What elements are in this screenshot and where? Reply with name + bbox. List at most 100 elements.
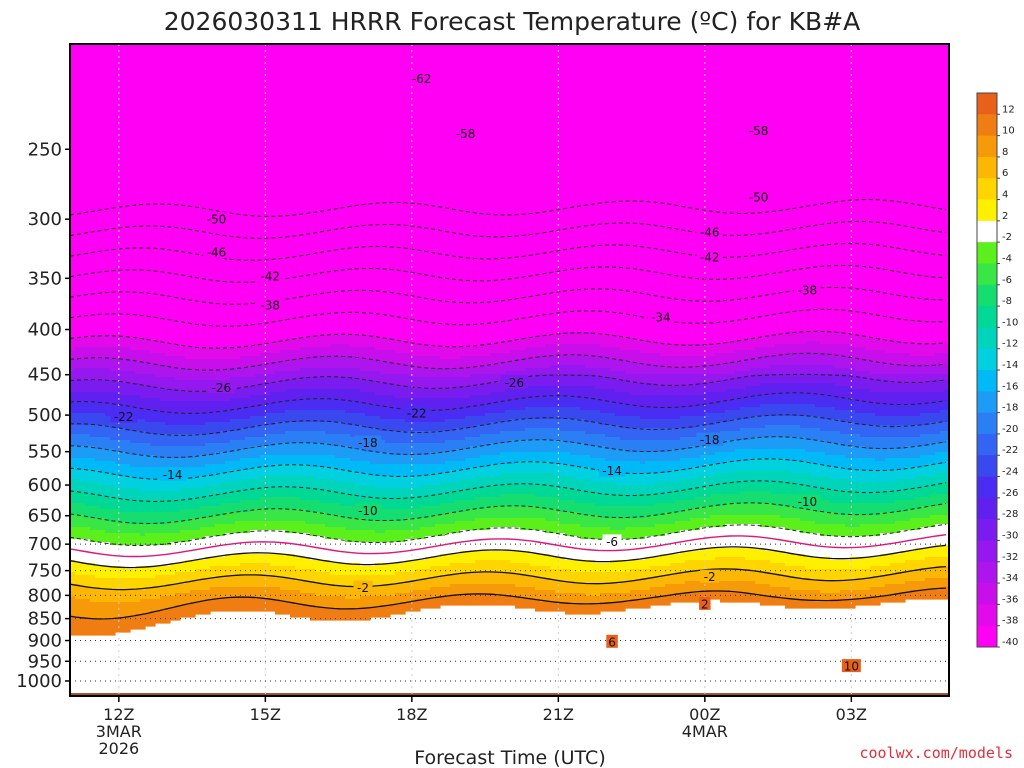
fill-cell <box>700 356 706 366</box>
fill-cell <box>135 479 141 489</box>
fill-cell <box>885 365 891 375</box>
fill-cell <box>725 581 731 591</box>
fill-cell <box>905 593 911 600</box>
fill-cell <box>695 497 701 510</box>
fill-cell <box>230 389 236 399</box>
fill-cell <box>630 362 636 375</box>
fill-cell <box>320 335 326 348</box>
fill-cell <box>540 518 546 531</box>
fill-cell <box>595 410 601 423</box>
fill-cell <box>200 380 206 393</box>
fill-cell <box>730 353 736 363</box>
fill-cell <box>840 386 846 399</box>
fill-cell <box>340 458 346 471</box>
fill-cell <box>415 398 421 411</box>
fill-cell <box>410 530 416 540</box>
fill-cell <box>560 452 566 465</box>
fill-cell <box>450 431 456 441</box>
fill-cell <box>70 467 76 480</box>
fill-cell <box>790 590 796 600</box>
fill-cell <box>545 335 551 345</box>
fill-cell <box>600 572 606 585</box>
contour-label: 2 <box>701 597 709 611</box>
fill-cell <box>465 428 471 438</box>
isotherm-dashed <box>70 352 947 371</box>
fill-cell <box>145 434 151 444</box>
fill-cell <box>295 533 301 558</box>
contour-label-bg <box>696 224 723 238</box>
fill-cell <box>100 425 106 438</box>
contour-label-bg <box>598 463 626 477</box>
fill-cell <box>625 560 631 573</box>
fill-cell <box>340 527 346 540</box>
fill-cell <box>440 452 446 465</box>
fill-cell <box>765 584 771 597</box>
fill-cell <box>210 401 216 414</box>
fill-cell <box>380 575 386 585</box>
fill-cell <box>645 353 651 366</box>
fill-cell <box>735 371 741 378</box>
fill-cell <box>475 416 481 426</box>
fill-cell <box>260 344 266 354</box>
fill-cell <box>705 476 711 486</box>
fill-cell <box>580 419 586 432</box>
credit-link[interactable]: coolwx.com/models <box>859 744 1013 762</box>
fill-cell <box>895 458 901 471</box>
fill-cell <box>910 437 916 447</box>
fill-cell <box>320 584 326 597</box>
fill-cell <box>300 488 306 501</box>
fill-cell <box>120 359 126 372</box>
fill-cell <box>945 578 949 588</box>
fill-cell <box>315 524 321 537</box>
fill-cell <box>815 557 821 570</box>
fill-cell <box>340 575 346 588</box>
fill-cell <box>865 401 871 414</box>
fill-cell <box>125 590 131 603</box>
fill-cell <box>840 398 846 411</box>
fill-cell <box>805 599 811 609</box>
fill-cell <box>695 374 701 384</box>
fill-cell <box>195 497 201 510</box>
fill-cell <box>870 536 876 558</box>
fill-cell <box>705 485 711 498</box>
fill-cell <box>665 554 671 567</box>
fill-cell <box>775 551 781 564</box>
contour-label: -42 <box>260 270 280 284</box>
fill-cell <box>845 398 851 411</box>
fill-cell <box>250 563 256 576</box>
fill-cell <box>155 512 161 525</box>
fill-cell <box>330 479 336 492</box>
fill-cell <box>180 44 186 348</box>
fill-cell <box>305 338 311 348</box>
fill-cell <box>695 551 701 561</box>
fill-cell <box>840 560 846 570</box>
fill-cell <box>170 368 176 378</box>
fill-cell <box>945 344 949 354</box>
contour-label-bg <box>110 409 137 423</box>
fill-cell <box>600 602 606 612</box>
fill-cell <box>580 527 586 540</box>
contour-label: -6 <box>606 535 618 549</box>
fill-cell <box>235 554 241 567</box>
fill-cell <box>890 374 896 384</box>
fill-cell <box>440 431 446 444</box>
fill-cell <box>130 419 136 432</box>
fill-cell <box>740 548 746 558</box>
fill-cell <box>795 392 801 405</box>
fill-cell <box>635 485 641 495</box>
fill-cell <box>415 488 421 498</box>
fill-cell <box>470 368 476 375</box>
fill-cell <box>200 497 206 507</box>
fill-cell <box>780 344 786 357</box>
fill-cell <box>885 380 891 393</box>
fill-cell <box>115 371 121 381</box>
fill-cell <box>370 464 376 477</box>
fill-cell <box>450 596 456 606</box>
fill-cell <box>845 344 851 357</box>
fill-cell <box>735 419 741 432</box>
fill-cell <box>300 347 306 360</box>
fill-cell <box>530 506 536 519</box>
fill-cell <box>270 575 276 588</box>
fill-cell <box>220 482 226 495</box>
fill-cell <box>70 479 76 492</box>
